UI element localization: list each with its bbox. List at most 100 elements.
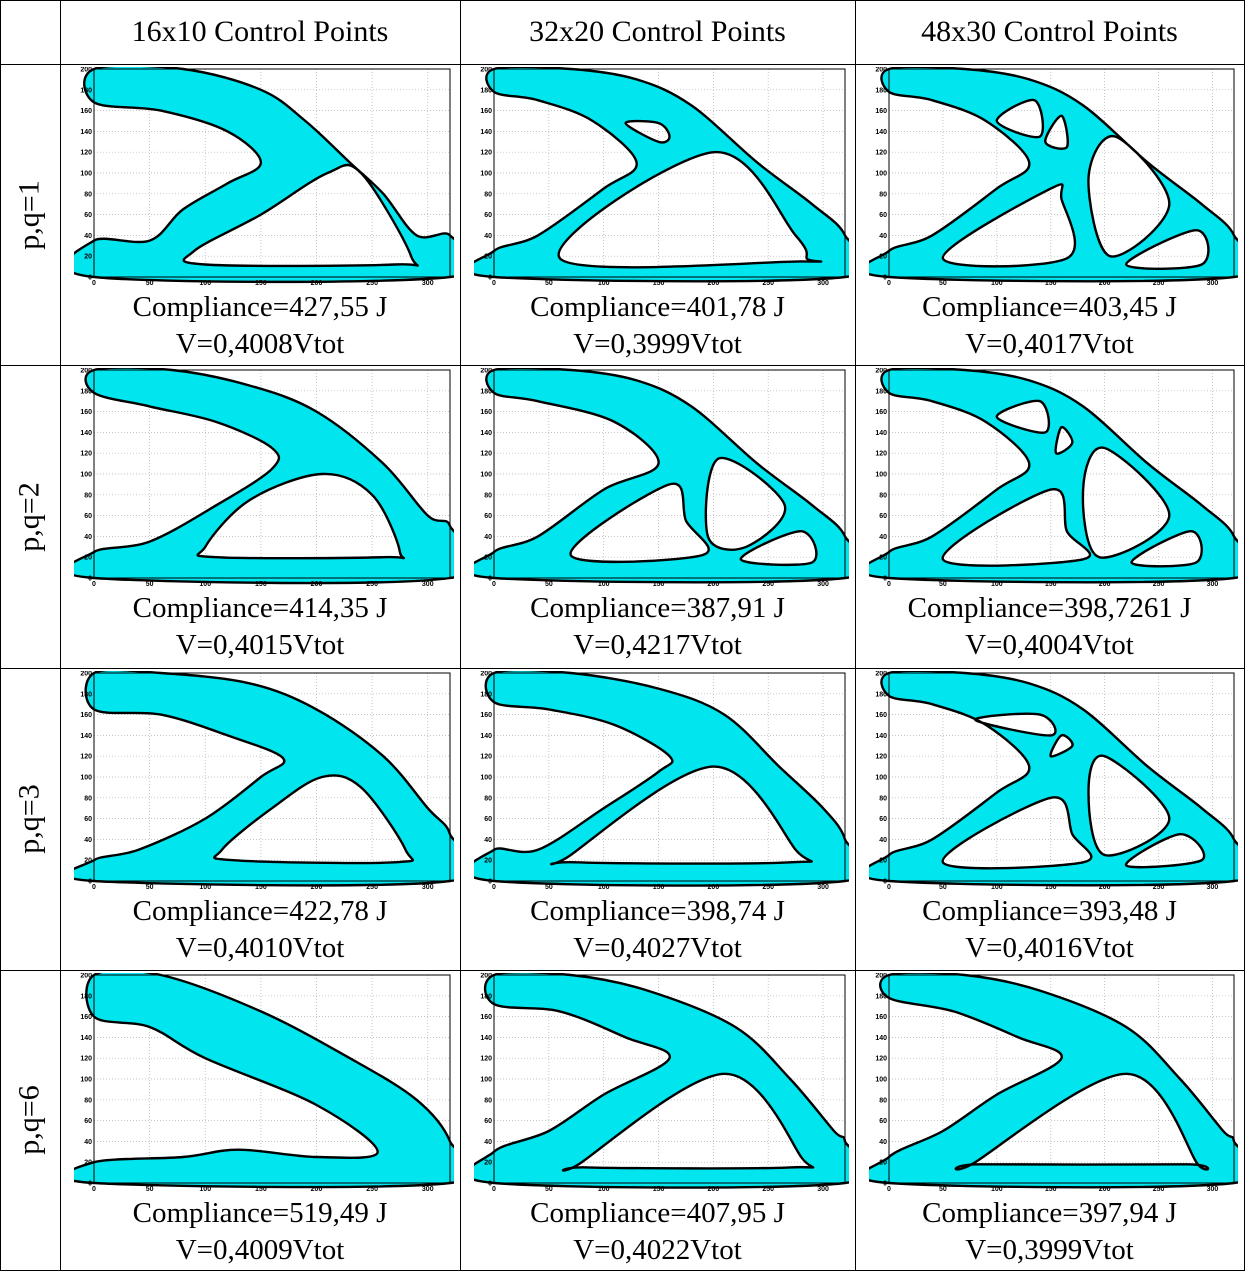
plot-frame — [93, 672, 451, 882]
column-header: 16x10 Control Points — [131, 15, 389, 48]
x-tick-label: 150 — [1045, 581, 1057, 588]
row-label: p,q=2 — [13, 481, 47, 552]
y-tick-label: 60 — [879, 1118, 887, 1125]
y-tick-label: 60 — [84, 1118, 92, 1125]
plot-frame — [93, 974, 451, 1184]
compliance-value: Compliance=387,91 J — [530, 592, 785, 624]
material-region — [869, 368, 1238, 584]
plot-svg: 0 50 100 150 200 250 300 0 20 40 60 80 100 120 140 160 1… — [474, 973, 849, 1193]
y-tick-label: 200 — [480, 671, 492, 678]
y-tick-label: 200 — [80, 973, 92, 980]
row-header: p,q=3 — [0, 668, 60, 970]
y-tick-label: 120 — [875, 150, 887, 157]
plot-frame — [888, 974, 1235, 1184]
material-region — [474, 671, 849, 887]
table-rule — [0, 0, 1245, 1]
y-tick-label: 0 — [488, 275, 492, 282]
x-tick-label: 100 — [199, 884, 211, 891]
x-tick-label: 50 — [146, 884, 154, 891]
y-tick-label: 60 — [879, 816, 887, 823]
y-tick-label: 80 — [84, 191, 92, 198]
y-tick-label: 160 — [875, 108, 887, 115]
result-caption: Compliance=397,94 J V=0,3999Vtot — [855, 1195, 1244, 1269]
x-tick-label: 0 — [92, 884, 96, 891]
x-tick-label: 0 — [887, 1186, 891, 1193]
plot-svg: 0 50 100 150 200 250 300 0 20 40 60 80 100 120 140 160 1… — [474, 368, 849, 588]
y-tick-label: 80 — [879, 191, 887, 198]
plot-frame — [493, 974, 846, 1184]
y-tick-label: 0 — [488, 1181, 492, 1188]
y-tick-label: 160 — [80, 712, 92, 719]
y-tick-label: 160 — [480, 1014, 492, 1021]
y-tick-label: 40 — [84, 233, 92, 240]
volume-value: V=0,3999Vtot — [573, 328, 742, 360]
y-tick-label: 120 — [80, 451, 92, 458]
compliance-value: Compliance=403,45 J — [922, 291, 1177, 323]
y-tick-label: 80 — [484, 1097, 492, 1104]
x-tick-label: 300 — [422, 884, 434, 891]
x-tick-label: 200 — [708, 581, 720, 588]
y-tick-label: 140 — [875, 1035, 887, 1042]
y-tick-label: 140 — [480, 129, 492, 136]
x-tick-label: 250 — [366, 280, 378, 287]
y-tick-label: 180 — [480, 388, 492, 395]
y-tick-label: 200 — [875, 67, 887, 74]
volume-value: V=0,4027Vtot — [573, 932, 742, 964]
x-tick-label: 250 — [762, 884, 774, 891]
y-tick-label: 160 — [80, 1014, 92, 1021]
x-tick-label: 250 — [1153, 581, 1165, 588]
plot-svg: 0 50 100 150 200 250 300 0 20 40 60 80 100 120 140 160 1… — [74, 973, 454, 1193]
plot-svg: 0 50 100 150 200 250 300 0 20 40 60 80 100 120 140 160 1… — [869, 671, 1238, 891]
y-tick-label: 160 — [80, 409, 92, 416]
x-tick-label: 150 — [653, 1186, 665, 1193]
compliance-value: Compliance=397,94 J — [922, 1197, 1177, 1229]
x-tick-label: 100 — [991, 280, 1003, 287]
x-tick-label: 0 — [92, 1186, 96, 1193]
y-tick-label: 120 — [480, 150, 492, 157]
x-tick-label: 250 — [366, 581, 378, 588]
x-tick-label: 250 — [762, 280, 774, 287]
plot-frame — [93, 68, 451, 278]
result-caption: Compliance=401,78 J V=0,3999Vtot — [460, 289, 855, 363]
y-tick-label: 40 — [879, 233, 887, 240]
x-tick-label: 200 — [311, 280, 323, 287]
material-region — [74, 671, 454, 887]
y-tick-label: 0 — [88, 576, 92, 583]
x-tick-label: 150 — [653, 280, 665, 287]
y-tick-label: 60 — [484, 816, 492, 823]
y-tick-label: 80 — [84, 492, 92, 499]
y-tick-label: 0 — [88, 879, 92, 886]
y-tick-label: 20 — [484, 555, 492, 562]
y-tick-label: 100 — [80, 1077, 92, 1084]
y-tick-label: 160 — [80, 108, 92, 115]
table-rule — [0, 970, 1245, 971]
x-tick-label: 100 — [991, 884, 1003, 891]
y-tick-label: 40 — [484, 534, 492, 541]
y-tick-label: 100 — [80, 775, 92, 782]
plot-frame — [493, 68, 846, 278]
y-tick-label: 40 — [484, 1139, 492, 1146]
x-tick-label: 100 — [991, 1186, 1003, 1193]
plot-svg: 0 50 100 150 200 250 300 0 20 40 60 80 100 120 140 160 1… — [474, 671, 849, 891]
material-region — [74, 973, 454, 1189]
x-tick-label: 0 — [887, 884, 891, 891]
result-caption: Compliance=387,91 J V=0,4217Vtot — [460, 590, 855, 664]
y-tick-label: 200 — [80, 671, 92, 678]
x-tick-label: 150 — [255, 884, 267, 891]
plot-frame — [888, 68, 1235, 278]
x-tick-label: 200 — [708, 1186, 720, 1193]
result-caption: Compliance=519,49 J V=0,4009Vtot — [60, 1195, 460, 1269]
x-tick-label: 50 — [545, 280, 553, 287]
y-tick-label: 0 — [883, 275, 887, 282]
column-header: 32x20 Control Points — [529, 15, 786, 48]
y-tick-label: 140 — [480, 1035, 492, 1042]
x-tick-label: 200 — [1099, 581, 1111, 588]
y-tick-label: 140 — [80, 1035, 92, 1042]
table-rule — [855, 0, 856, 1271]
y-tick-label: 120 — [480, 754, 492, 761]
x-tick-label: 100 — [991, 581, 1003, 588]
plot-svg: 0 50 100 150 200 250 300 0 20 40 60 80 100 120 140 160 1… — [74, 67, 454, 287]
y-tick-label: 140 — [875, 430, 887, 437]
y-tick-label: 20 — [879, 858, 887, 865]
plot-svg: 0 50 100 150 200 250 300 0 20 40 60 80 100 120 140 160 1… — [74, 368, 454, 588]
